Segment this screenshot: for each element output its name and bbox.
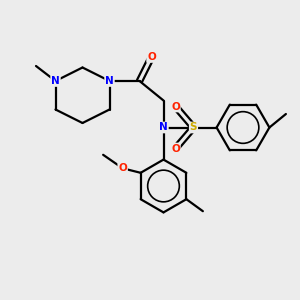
Text: O: O [118,163,127,173]
Text: O: O [147,52,156,62]
Text: O: O [171,101,180,112]
Text: S: S [190,122,197,133]
Text: N: N [51,76,60,86]
Text: N: N [159,122,168,133]
Text: O: O [171,143,180,154]
Text: N: N [105,76,114,86]
